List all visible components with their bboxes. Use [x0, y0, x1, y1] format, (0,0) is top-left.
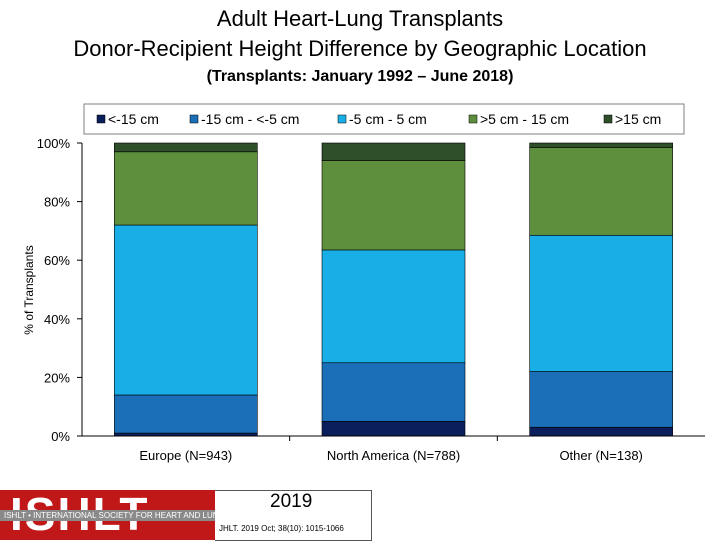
y-tick-label: 40%	[44, 312, 70, 327]
bar-segment	[321, 160, 466, 251]
legend-swatch	[337, 114, 347, 124]
chart-date-range: (Transplants: January 1992 – June 2018)	[206, 68, 514, 85]
x-category-label: Other (N=138)	[559, 448, 642, 463]
legend-swatch	[603, 114, 613, 124]
report-year: 2019	[270, 491, 313, 512]
chart-title: Adult Heart-Lung Transplants	[216, 6, 504, 31]
bar-segment	[114, 151, 258, 226]
legend-swatch	[468, 114, 478, 124]
bar-segment	[529, 142, 673, 148]
bar-segment	[529, 371, 673, 428]
y-axis-label: % of Transplants	[22, 245, 36, 334]
legend-swatch	[189, 114, 199, 124]
legend-label: >15 cm	[615, 111, 661, 127]
bars: Europe (N=943) North America (N=788) Other…	[114, 142, 673, 463]
legend-label: <-15 cm	[108, 111, 159, 127]
ishlt-logo: ISHLT ISHLT • INTERNATIONAL SOCIETY FOR …	[0, 490, 372, 541]
bar-segment	[114, 394, 258, 434]
y-tick-label: 60%	[44, 253, 70, 268]
legend-label: -5 cm - 5 cm	[349, 111, 427, 127]
bar-segment	[529, 234, 673, 372]
axes: 0% 20% 40% 60% 80% 100%	[37, 136, 705, 444]
x-category-label: North America (N=788)	[327, 448, 460, 463]
legend-label: -15 cm - <-5 cm	[201, 111, 299, 127]
bar-segment	[321, 249, 466, 364]
bar-segment	[529, 147, 673, 236]
bar-segment	[114, 142, 258, 153]
legend-box	[83, 103, 685, 135]
x-category-label: Europe (N=943)	[139, 448, 232, 463]
y-tick-label: 20%	[44, 370, 70, 385]
chart-subtitle: Donor-Recipient Height Difference by Geo…	[73, 36, 647, 61]
bar-segment	[321, 362, 466, 422]
stacked-bar-chart: <-15 cm -15 cm - <-5 cm -5 cm - 5 cm >5 cm …	[22, 103, 705, 463]
legend-label: >5 cm - 15 cm	[480, 111, 569, 127]
y-tick-label: 0%	[51, 429, 70, 444]
journal-citation: JHLT. 2019 Oct; 38(10): 1015-1066	[219, 524, 344, 533]
y-tick-label: 80%	[44, 195, 70, 210]
legend-swatch	[96, 114, 106, 124]
bar-segment	[114, 224, 258, 396]
y-tick-label: 100%	[37, 136, 71, 151]
logo-society-strip: ISHLT • INTERNATIONAL SOCIETY FOR HEART …	[0, 510, 372, 521]
bar-segment	[321, 142, 466, 161]
logo-citation-box: 2019 JHLT. 2019 Oct; 38(10): 1015-1066	[215, 490, 372, 541]
legend: <-15 cm -15 cm - <-5 cm -5 cm - 5 cm >5 cm …	[96, 111, 661, 127]
bar-segment	[529, 426, 673, 437]
bar-segment	[321, 421, 466, 437]
